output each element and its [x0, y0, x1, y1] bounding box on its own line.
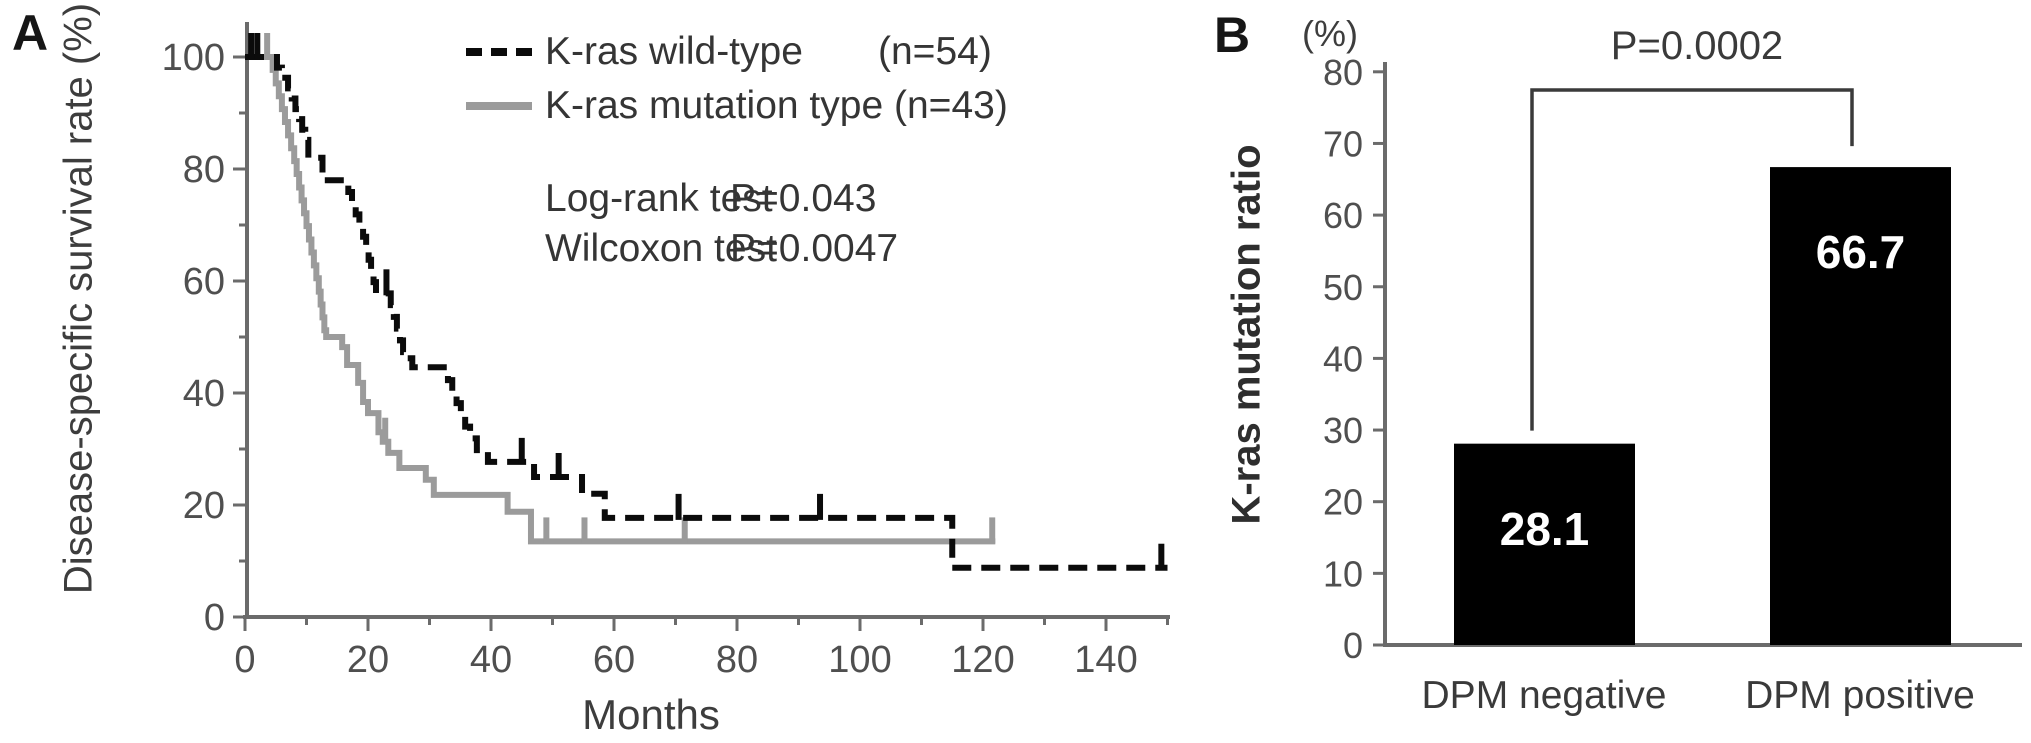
a-y-tick-label: 20	[183, 485, 225, 527]
b-y-tick-label: 30	[1323, 410, 1363, 451]
significance-bracket	[1530, 88, 1854, 431]
a-x-tick-label: 0	[234, 639, 255, 681]
b-y-tick-label: 20	[1323, 482, 1363, 523]
a-y-tick-label: 80	[183, 149, 225, 191]
panel-b-unit-label: (%)	[1302, 13, 1358, 54]
a-y-tick-label: 60	[183, 261, 225, 303]
a-x-tick-label: 60	[593, 639, 635, 681]
stat-wilcoxon-name: Wilcoxon test	[545, 227, 777, 270]
category-label-dpm-positive: DPM positive	[1745, 674, 1975, 717]
legend-label-wild-type: K-ras wild-type	[545, 30, 803, 73]
legend-row-mutation-type: K-ras mutation type (n=43)	[545, 84, 1008, 128]
a-x-tick-label: 80	[716, 639, 758, 681]
b-y-tick-label: 60	[1323, 195, 1363, 236]
b-y-tick-label: 70	[1323, 123, 1363, 164]
bar-value-dpm-positive: 66.7	[1815, 226, 1906, 279]
panel-a-letter: A	[12, 5, 49, 61]
a-x-tick-label: 140	[1074, 639, 1137, 681]
bar-dpm-positive	[1770, 167, 1951, 646]
a-y-tick-label: 100	[162, 37, 225, 79]
stat-wilcoxon-value: P=0.0047	[730, 227, 899, 270]
panel-b-y-axis-title: K-ras mutation ratio	[1224, 144, 1269, 525]
a-y-tick-label: 40	[183, 373, 225, 415]
bar-dpm-negative	[1454, 443, 1635, 645]
category-label-dpm-negative: DPM negative	[1421, 674, 1667, 717]
panel-b-letter: B	[1214, 7, 1251, 63]
a-x-tick-label: 120	[951, 639, 1014, 681]
stat-logrank-value: P=0.043	[730, 177, 877, 220]
a-x-tick-label: 20	[347, 639, 389, 681]
legend-n-wild-type: (n=54)	[878, 30, 992, 73]
bar-value-dpm-negative: 28.1	[1499, 502, 1590, 555]
panel-a-x-axis-title: Months	[582, 691, 720, 738]
b-y-tick-label: 50	[1323, 267, 1363, 308]
a-x-tick-label: 40	[470, 639, 512, 681]
stat-logrank-name: Log-rank test	[545, 177, 773, 220]
panel-b-p-value: P=0.0002	[1610, 24, 1784, 68]
b-y-tick-label: 10	[1323, 553, 1363, 594]
legend-n-mutation-type: (n=43)	[894, 84, 1008, 127]
a-x-tick-label: 100	[828, 639, 891, 681]
panel-a-y-axis-title: Disease-specific survival rate (%)	[56, 2, 101, 595]
b-y-tick-label: 40	[1323, 338, 1363, 379]
km-curve-mutation-type	[245, 54, 996, 545]
a-y-tick-label: 0	[204, 597, 225, 639]
b-y-tick-label: 80	[1323, 52, 1363, 93]
b-y-tick-label: 0	[1343, 625, 1363, 666]
legend-label-mutation-type: K-ras mutation type	[545, 84, 884, 127]
km-curve-wild-type	[245, 54, 1168, 571]
